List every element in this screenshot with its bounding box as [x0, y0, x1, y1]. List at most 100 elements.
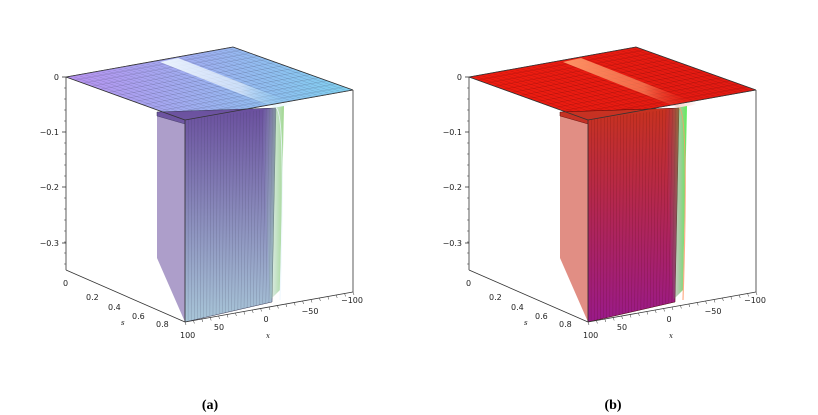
x-minor-tick [646, 311, 649, 315]
panel-caption: (b) [604, 398, 621, 413]
s-tick-label: 0 [466, 279, 471, 288]
x-minor-tick [713, 299, 716, 303]
x-minor-tick [629, 314, 632, 318]
x-minor-tick [688, 303, 691, 308]
s-tick-label: 0.6 [535, 312, 548, 321]
x-tick-label: 50 [617, 323, 627, 332]
s-tick-label: 0 [63, 279, 68, 288]
x-minor-tick [268, 306, 271, 311]
z-tick-label: −0.1 [443, 128, 462, 137]
surface-wall-side [157, 116, 185, 322]
x-minor-tick [612, 317, 615, 321]
x-minor-tick [352, 291, 355, 296]
x-minor-tick [738, 294, 741, 299]
frame-top-front-left [65, 76, 186, 121]
surface-wall-edge [665, 106, 687, 300]
x-minor-tick [243, 311, 246, 315]
s-axis-label: s [524, 319, 528, 327]
s-tick-label: 0.2 [489, 293, 502, 302]
z-tick-label: −0.3 [40, 239, 59, 248]
x-minor-tick [302, 300, 304, 305]
x-minor-tick [722, 297, 724, 302]
x-minor-tick [755, 291, 758, 296]
z-tick-label: −0.2 [40, 183, 59, 192]
s-tick-label: 0.8 [156, 320, 169, 329]
frame-top-back-right [635, 46, 757, 91]
frame-top-front-right [587, 89, 757, 121]
s-tick-label: 0.4 [108, 303, 121, 312]
frame-top-front-left [468, 76, 589, 121]
x-minor-tick [293, 302, 296, 306]
x-minor-tick [277, 305, 279, 309]
x-minor-tick [680, 305, 682, 309]
x-minor-tick [251, 309, 254, 314]
s-tick-label: 0.8 [559, 320, 572, 329]
panel-a: 0 −0.1 −0.2 −0.3 0 0.2 0.4 0.6 0.8 100 s 50 0 −50 −100… [40, 46, 363, 413]
surface-wall-edge [262, 106, 284, 300]
surface-ridge [160, 58, 295, 108]
panel-b: 0 −0.1 −0.2 −0.3 0 0.2 0.4 0.6 0.8 100 s 50 0 −50 −100… [443, 46, 766, 413]
s-tick-label: 0.4 [511, 303, 524, 312]
s-tick-label: 100 [180, 331, 195, 340]
panel-caption: (a) [202, 398, 219, 413]
x-minor-tick [285, 303, 288, 308]
x-minor-tick [604, 318, 607, 323]
x-minor-tick [705, 300, 707, 305]
x-minor-tick [201, 318, 204, 323]
frame-top-front-right [184, 89, 354, 121]
s-tick-label: 0.2 [86, 293, 99, 302]
x-minor-tick [327, 296, 330, 300]
x-tick-label: −100 [341, 296, 363, 305]
x-minor-tick [310, 299, 313, 303]
x-minor-tick [654, 309, 657, 314]
s-tick-label: 100 [583, 331, 598, 340]
surface-kink-line [678, 107, 686, 301]
axes-frame [65, 77, 354, 292]
x-axis-label: x [266, 332, 270, 340]
axes-frame-front [65, 46, 354, 323]
frame-bottom-s-axis [65, 269, 186, 323]
z-tick-label: 0 [54, 73, 59, 82]
x-tick-label: −50 [302, 307, 319, 316]
x-minor-tick [730, 296, 733, 300]
x-minor-tick [184, 321, 187, 326]
s-axis-label: s [121, 319, 125, 327]
x-tick-label: 50 [214, 323, 224, 332]
x-minor-tick [226, 314, 229, 318]
x-minor-tick [335, 294, 338, 299]
x-minor-tick [193, 320, 195, 324]
frame-top-back-right [232, 46, 354, 91]
axes-frame-front [468, 46, 757, 323]
x-minor-tick [663, 308, 665, 312]
x-tick-label: −50 [705, 307, 722, 316]
x-minor-tick [621, 315, 623, 320]
axes-frame [468, 77, 757, 292]
surface-kink-line [275, 107, 283, 301]
x-minor-tick [747, 293, 749, 297]
x-axis-label: x [669, 332, 673, 340]
x-tick-label: 0 [666, 315, 671, 324]
x-minor-tick [596, 320, 598, 324]
z-tick-label: −0.2 [443, 183, 462, 192]
x-minor-tick [638, 312, 640, 317]
z-tick-label: 0 [457, 73, 462, 82]
z-tick-label: −0.3 [443, 239, 462, 248]
x-minor-tick [587, 321, 590, 326]
x-minor-tick [209, 317, 212, 321]
s-tick-label: 0.6 [132, 312, 145, 321]
surface-ridge [563, 58, 698, 108]
x-minor-tick [260, 308, 262, 312]
x-minor-tick [696, 302, 699, 306]
frame-top-back-left [468, 46, 637, 78]
x-minor-tick [319, 297, 321, 302]
x-minor-tick [235, 312, 237, 317]
frame-top-back-left [65, 46, 234, 78]
frame-bottom-s-axis [468, 269, 589, 323]
surface-wall-side [560, 116, 588, 322]
x-minor-tick [344, 293, 346, 297]
x-minor-tick [671, 306, 674, 311]
z-tick-label: −0.1 [40, 128, 59, 137]
surface-top-mesh [474, 47, 751, 120]
x-tick-label: 0 [263, 315, 268, 324]
